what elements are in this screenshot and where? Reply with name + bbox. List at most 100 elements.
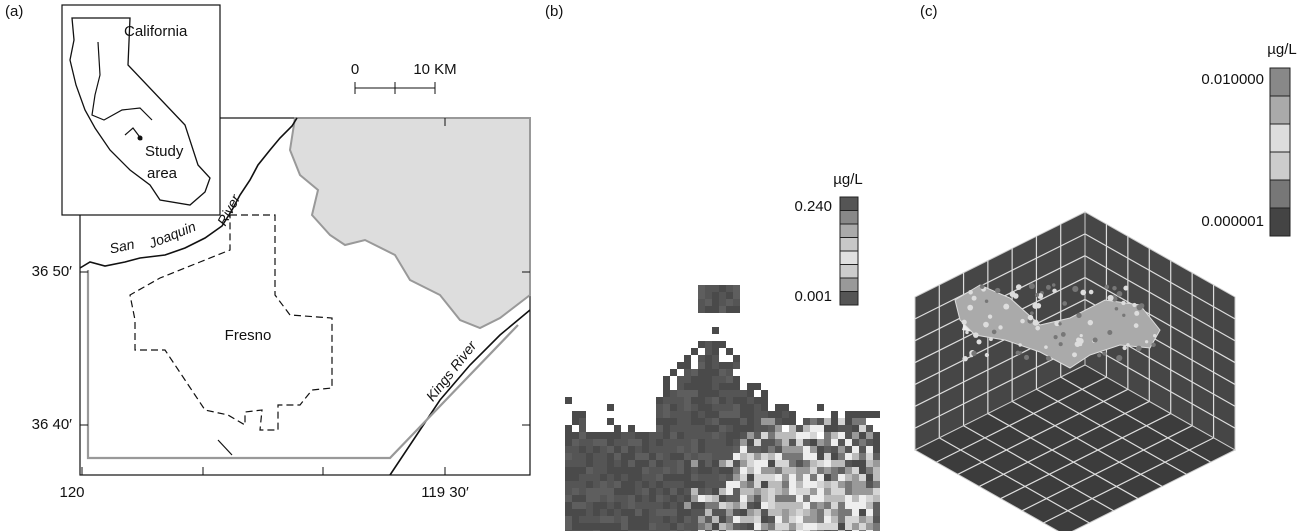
raster-cell: [635, 502, 642, 509]
raster-cell: [579, 418, 586, 425]
raster-cell: [719, 425, 726, 432]
raster-cell: [803, 516, 810, 523]
raster-cell: [614, 509, 621, 516]
raster-cell: [670, 523, 677, 530]
plume-dot: [968, 290, 973, 295]
raster-cell: [579, 411, 586, 418]
raster-cell: [656, 425, 663, 432]
plume-dot: [1136, 304, 1143, 311]
raster-cell: [761, 523, 768, 530]
raster-cell: [824, 488, 831, 495]
plume-dot: [1072, 352, 1077, 358]
raster-cell: [691, 376, 698, 383]
raster-cell: [663, 446, 670, 453]
raster-cell: [642, 509, 649, 516]
raster-cell: [565, 481, 572, 488]
raster-cell: [831, 432, 838, 439]
raster-cell: [635, 495, 642, 502]
raster-cell: [754, 397, 761, 404]
raster-cell: [719, 411, 726, 418]
raster-cell: [761, 516, 768, 523]
raster-cell: [579, 509, 586, 516]
raster-cell: [824, 453, 831, 460]
raster-cell: [677, 411, 684, 418]
raster-cell: [593, 474, 600, 481]
raster-cell: [873, 495, 880, 502]
raster-cell: [712, 348, 719, 355]
cube-grid: [1084, 255, 1236, 342]
plume-dot: [979, 284, 985, 289]
raster-cell: [796, 516, 803, 523]
plume-dot: [1153, 333, 1157, 338]
raster-cell: [782, 418, 789, 425]
raster-cell: [656, 397, 663, 404]
raster-cell: [817, 467, 824, 474]
raster-cell: [614, 516, 621, 523]
raster-cell: [719, 481, 726, 488]
raster-cell: [649, 509, 656, 516]
raster-cell: [677, 362, 684, 369]
raster-cell: [607, 432, 614, 439]
raster-cell: [593, 523, 600, 530]
raster-cell: [831, 495, 838, 502]
plume-dot: [1032, 319, 1039, 326]
raster-cell: [691, 467, 698, 474]
study-area-dot: [137, 135, 143, 141]
raster-cell: [593, 502, 600, 509]
raster-cell: [579, 488, 586, 495]
raster-cell: [670, 502, 677, 509]
raster-cell: [817, 488, 824, 495]
raster-cell: [768, 418, 775, 425]
raster-cell: [621, 495, 628, 502]
raster-cell: [726, 362, 733, 369]
raster-cell: [677, 439, 684, 446]
raster-cell: [761, 460, 768, 467]
raster-cell: [663, 509, 670, 516]
raster-cell: [698, 425, 705, 432]
raster-cell: [789, 432, 796, 439]
raster-cell: [565, 460, 572, 467]
raster-cell: [859, 488, 866, 495]
raster-cell: [817, 509, 824, 516]
raster-cell: [775, 467, 782, 474]
raster-cell: [628, 495, 635, 502]
raster-cell: [684, 418, 691, 425]
plume-dot: [1015, 284, 1022, 290]
raster-cell: [768, 460, 775, 467]
raster-cell: [565, 488, 572, 495]
raster-cell: [586, 523, 593, 530]
raster-cell: [803, 488, 810, 495]
raster-cell: [705, 523, 712, 530]
raster-cell: [691, 474, 698, 481]
raster-cell: [663, 453, 670, 460]
raster-cell: [607, 467, 614, 474]
raster-cell: [684, 495, 691, 502]
raster-cell: [712, 453, 719, 460]
raster-cell: [684, 509, 691, 516]
raster-cell: [677, 474, 684, 481]
raster-cell: [635, 467, 642, 474]
raster-cell: [649, 467, 656, 474]
raster-cell: [761, 390, 768, 397]
raster-cell: [866, 460, 873, 467]
raster-cell: [803, 439, 810, 446]
raster-cell: [768, 467, 775, 474]
raster-cell: [719, 446, 726, 453]
raster-cell: [740, 390, 747, 397]
raster-cell: [859, 516, 866, 523]
raster-cell: [754, 446, 761, 453]
raster-cell: [810, 453, 817, 460]
raster-cell: [628, 516, 635, 523]
raster-cell: [586, 488, 593, 495]
raster-cell: [726, 285, 733, 292]
plume-dot: [967, 304, 974, 311]
raster-cell: [698, 306, 705, 313]
raster-cell: [642, 495, 649, 502]
cube-grid: [1060, 376, 1212, 463]
river-label: San: [108, 236, 136, 257]
raster-cell: [684, 453, 691, 460]
raster-cell: [775, 502, 782, 509]
raster-cell: [670, 390, 677, 397]
raster-cell: [572, 523, 579, 530]
plume-dot: [984, 299, 989, 304]
